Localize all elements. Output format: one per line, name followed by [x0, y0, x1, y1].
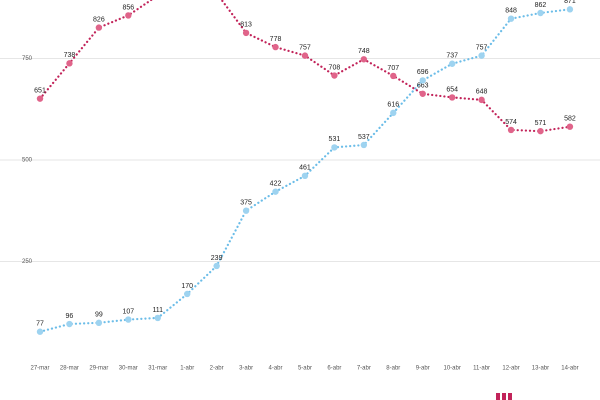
- data-label: 616: [387, 102, 399, 109]
- x-tick-label: 9-abr: [416, 366, 430, 372]
- data-point: [566, 6, 574, 13]
- data-label: 648: [476, 89, 488, 96]
- x-tick-label: 12-abr: [502, 366, 519, 372]
- data-point: [66, 60, 73, 67]
- data-label: 571: [535, 120, 547, 127]
- data-point: [448, 60, 456, 67]
- data-point: [272, 43, 279, 51]
- data-label: 99: [95, 312, 103, 319]
- data-point: [36, 95, 44, 102]
- data-label: 826: [93, 16, 105, 23]
- data-point: [478, 96, 485, 104]
- data-point: [66, 320, 73, 328]
- data-label: 748: [358, 48, 370, 55]
- data-label: 582: [564, 116, 576, 123]
- data-point: [507, 126, 515, 134]
- data-point: [419, 90, 426, 97]
- data-point: [360, 56, 368, 63]
- data-point: [95, 24, 103, 31]
- x-tick-label: 6-abr: [327, 366, 341, 372]
- data-label: 848: [505, 8, 517, 15]
- data-point: [478, 52, 485, 59]
- x-tick-label: 31-mar: [148, 366, 167, 372]
- data-label: 856: [122, 4, 134, 11]
- y-tick-label: 250: [22, 259, 33, 265]
- data-point: [242, 29, 250, 37]
- x-tick-label: 28-mar: [60, 366, 79, 372]
- data-label: 111: [152, 307, 163, 314]
- data-point: [419, 77, 426, 84]
- data-point: [36, 328, 44, 335]
- x-tick-label: 10-abr: [443, 366, 460, 372]
- data-point: [390, 109, 397, 117]
- data-point: [154, 314, 161, 322]
- x-tick-label: 8-abr: [386, 366, 400, 372]
- x-tick-label: 2-abr: [210, 366, 224, 372]
- x-tick-label: 27-mar: [30, 366, 49, 372]
- data-label: 170: [181, 283, 193, 290]
- data-label: 461: [299, 165, 311, 172]
- x-tick-label: 5-abr: [298, 366, 312, 372]
- data-label: 757: [476, 44, 488, 51]
- data-label: 663: [417, 83, 429, 90]
- data-point: [566, 123, 574, 130]
- x-tick-label: 29-mar: [89, 366, 108, 372]
- data-label: 375: [240, 200, 252, 207]
- data-label: 708: [329, 64, 341, 71]
- data-point: [301, 52, 309, 59]
- x-tick-label: 14-abr: [561, 366, 578, 372]
- data-point: [301, 172, 309, 180]
- data-label: 707: [387, 65, 399, 72]
- data-label: 862: [535, 2, 547, 9]
- data-label: 651: [34, 88, 46, 95]
- data-label: 422: [270, 180, 282, 187]
- x-tick-label: 7-abr: [357, 366, 371, 372]
- data-point: [537, 127, 544, 135]
- data-point: [360, 141, 368, 149]
- data-point: [390, 72, 397, 80]
- data-label: 537: [358, 134, 370, 141]
- data-point: [537, 9, 544, 17]
- data-label: 813: [240, 22, 252, 29]
- data-point: [184, 290, 191, 298]
- data-point: [448, 94, 456, 101]
- data-label: 757: [299, 44, 311, 51]
- data-label: 696: [417, 69, 429, 76]
- y-tick-label: 750: [22, 56, 33, 62]
- data-label: 778: [270, 36, 282, 43]
- data-label: 574: [505, 119, 517, 126]
- data-point: [125, 316, 132, 323]
- series-line: [38, 0, 571, 133]
- x-tick-label: 30-mar: [119, 366, 138, 372]
- data-point: [242, 207, 250, 214]
- data-point: [507, 15, 515, 22]
- data-label: 738: [64, 52, 76, 59]
- data-point: [272, 188, 279, 195]
- x-tick-label: 4-abr: [269, 366, 283, 372]
- y-tick-label: 500: [22, 158, 33, 164]
- data-point: [331, 72, 338, 79]
- data-label: 654: [446, 86, 458, 93]
- x-tick-label: 11-abr: [473, 366, 490, 372]
- x-tick-label: 1-abr: [180, 366, 194, 372]
- data-point: [331, 144, 338, 151]
- x-tick-label: 3-abr: [239, 366, 253, 372]
- x-tick-label: 13-abr: [532, 366, 549, 372]
- data-label: 77: [36, 321, 44, 328]
- data-point: [95, 319, 103, 327]
- logo: [496, 393, 512, 400]
- data-label: 737: [446, 53, 458, 60]
- data-label: 239: [211, 255, 223, 262]
- data-label: 871: [564, 0, 576, 5]
- data-point: [213, 262, 220, 270]
- data-point: [125, 12, 132, 19]
- data-label: 531: [329, 136, 341, 143]
- data-label: 96: [66, 313, 74, 320]
- data-label: 107: [122, 308, 134, 315]
